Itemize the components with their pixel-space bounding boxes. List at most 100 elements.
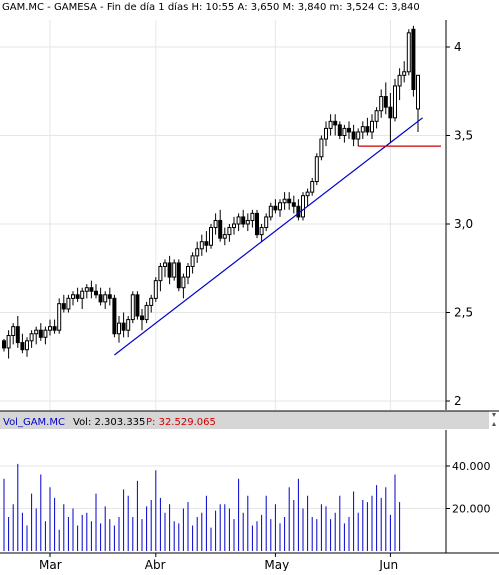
candle-body-down [112, 297, 117, 335]
candle [172, 259, 177, 281]
candle [20, 333, 25, 354]
time-tick-label: Mar [39, 558, 62, 571]
candle-body-up [310, 181, 315, 193]
candle [140, 308, 144, 331]
candle-body-up [324, 127, 328, 140]
candle [305, 188, 310, 207]
panel-separator: Vol_GAM.MC Vol: 2.303.335 P: 32.529.065 [0, 410, 499, 429]
candle-body-up [370, 120, 374, 133]
candle [268, 202, 273, 221]
candle [255, 209, 259, 239]
candle [103, 291, 108, 309]
candle-body-down [347, 127, 351, 133]
candle-body-up [190, 255, 195, 267]
candle-body-up [282, 198, 287, 204]
candle [273, 199, 278, 214]
volume-panel-header [0, 411, 489, 429]
candle [365, 117, 370, 136]
candle-body-up [48, 326, 52, 331]
candle-body-down [296, 205, 301, 218]
candle-body-up [250, 212, 255, 221]
candle [406, 29, 411, 76]
candle [351, 124, 356, 147]
candle-body-down [351, 131, 356, 140]
candle-body-up [149, 297, 154, 306]
candle-body-up [406, 32, 411, 73]
candle [25, 337, 29, 357]
candle-body-up [264, 216, 269, 229]
candle-body-down [411, 28, 416, 90]
volume-value-text: Vol: 2.303.335 [73, 417, 145, 428]
candle [324, 121, 328, 147]
candle-body-up [301, 195, 305, 218]
candle-body-up [71, 294, 75, 299]
candle [121, 312, 126, 338]
candle [57, 298, 62, 334]
candle [163, 259, 167, 278]
candle-body-up [374, 110, 379, 122]
candle-body-up [227, 227, 232, 236]
candle-body-down [98, 294, 103, 303]
candle [149, 294, 154, 313]
candle [126, 316, 131, 338]
candle [84, 284, 89, 299]
candle-body-down [140, 315, 144, 321]
candle-body-down [218, 219, 223, 239]
volume-tick-label: 20.000 [452, 503, 491, 516]
candle [328, 114, 333, 136]
price-candles [2, 25, 420, 359]
candle-body-up [6, 335, 11, 349]
candle-body-up [130, 294, 135, 321]
candle-body-up [34, 329, 39, 335]
candle [360, 121, 365, 140]
candle [310, 177, 315, 196]
candle [153, 277, 158, 302]
candle-body-up [80, 290, 85, 299]
candle-body-up [66, 297, 71, 310]
candle [374, 107, 379, 129]
candle [356, 128, 361, 147]
candle-body-down [107, 294, 112, 299]
candle [291, 195, 296, 214]
candle-body-up [199, 241, 204, 250]
candle [347, 121, 351, 140]
candle [61, 294, 66, 313]
candle-body-up [209, 227, 213, 246]
candle [213, 213, 218, 235]
candle-body-up [416, 74, 420, 110]
candle [383, 82, 388, 115]
candle-body-up [314, 156, 319, 183]
scroll-up-arrow-icon[interactable] [492, 413, 496, 417]
candle-body-up [236, 216, 241, 225]
volume-p-text: P: 32.529.065 [146, 417, 216, 428]
candle [209, 224, 213, 249]
candle [181, 273, 186, 299]
candle [167, 255, 172, 285]
time-axis: Mar Abr May Jun [0, 552, 499, 572]
candle-body-up [379, 96, 384, 112]
candle [342, 124, 347, 143]
candle-body-up [268, 205, 273, 218]
candle-body-up [43, 329, 48, 338]
candle [130, 291, 135, 324]
candle [278, 199, 282, 217]
candle-body-down [204, 241, 209, 246]
candle-body-down [337, 124, 342, 136]
candle-body-down [121, 322, 126, 331]
candle-body-down [75, 294, 80, 299]
candle [282, 192, 287, 210]
candle [218, 209, 223, 242]
candle-body-up [117, 322, 121, 335]
candle [38, 323, 43, 341]
candle-body-up [402, 71, 407, 76]
candle [245, 213, 250, 232]
candle [199, 234, 204, 256]
scroll-down-arrow-icon[interactable] [492, 422, 496, 426]
candle [388, 93, 393, 143]
candle [135, 291, 140, 320]
candle [94, 284, 98, 299]
candle [402, 61, 407, 83]
chart-overlays [114, 117, 441, 356]
